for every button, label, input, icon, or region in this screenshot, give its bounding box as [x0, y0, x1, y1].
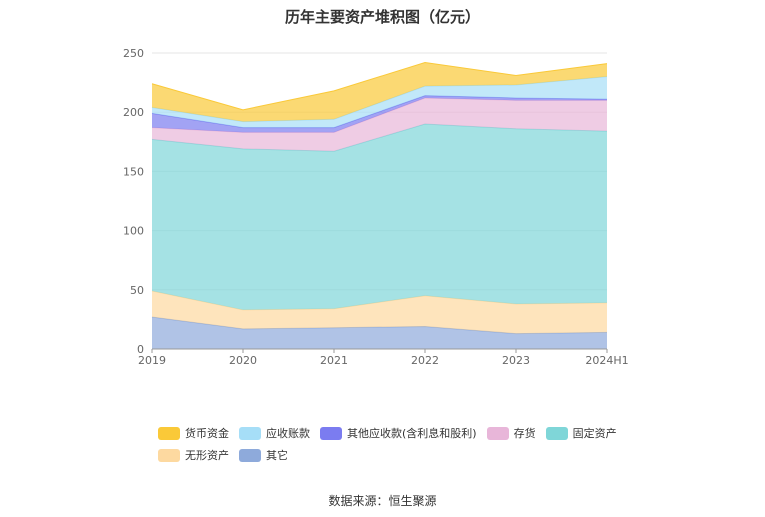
- y-tick-label: 50: [130, 284, 144, 297]
- legend-item[interactable]: 其它: [239, 447, 288, 463]
- x-tick-label: 2024H1: [585, 354, 628, 367]
- legend-swatch: [320, 426, 342, 440]
- area-series-1: [152, 290, 607, 334]
- legend-label: 固定资产: [572, 427, 617, 440]
- stacked-area-chart: 0 50 100 150 200 250 2019 2020 2021 2022 2023 2024…: [123, 47, 629, 367]
- area-series-3: [152, 97, 607, 152]
- y-tick-label: 150: [123, 165, 144, 178]
- legend-swatch: [545, 426, 568, 440]
- chart-title: 历年主要资产堆积图（亿元）: [284, 8, 480, 26]
- area-series-4: [152, 95, 607, 133]
- legend-swatch: [158, 426, 180, 440]
- area-series-2: [152, 124, 607, 310]
- legend-item[interactable]: 固定资产: [545, 425, 617, 441]
- legend-swatch: [239, 426, 261, 440]
- legend-label: 存货: [513, 427, 536, 440]
- legend-label: 其他应收款(含利息和股利): [347, 427, 477, 440]
- legend-item[interactable]: 应收账款: [239, 425, 310, 441]
- series-areas: [151, 61, 608, 349]
- legend-item[interactable]: 货币资金: [158, 425, 229, 441]
- y-tick-label: 200: [123, 106, 144, 119]
- area-series-5: [152, 76, 607, 128]
- x-tick-label: 2023: [502, 354, 530, 367]
- legend-swatch: [158, 448, 180, 462]
- x-tick-label: 2021: [320, 354, 348, 367]
- data-source: 数据来源：恒生聚源: [328, 494, 437, 508]
- legend-label: 货币资金: [185, 427, 229, 440]
- area-series-0: [152, 317, 607, 349]
- legend-label: 无形资产: [185, 449, 229, 462]
- legend: 货币资金 应收账款 其他应收款(含利息和股利) 存货 固定资产无形资产 其它: [158, 425, 658, 469]
- legend-swatch: [239, 448, 261, 462]
- y-axis-labels: 0 50 100 150 200 250: [123, 47, 144, 356]
- legend-item[interactable]: 无形资产: [158, 447, 229, 463]
- area-series-line-1: [151, 290, 608, 311]
- y-tick-label: 0: [137, 343, 144, 356]
- x-axis-labels: 2019 2020 2021 2022 2023 2024H1: [138, 354, 629, 367]
- legend-swatch: [486, 426, 509, 440]
- area-series-6: [152, 62, 607, 122]
- x-tick-label: 2019: [138, 354, 166, 367]
- y-tick-label: 100: [123, 225, 144, 238]
- legend-item[interactable]: 存货: [486, 425, 536, 441]
- x-tick-label: 2020: [229, 354, 257, 367]
- legend-label: 其它: [266, 449, 288, 462]
- legend-label: 应收账款: [266, 427, 310, 440]
- y-tick-label: 250: [123, 47, 144, 60]
- legend-item[interactable]: 其他应收款(含利息和股利): [320, 425, 477, 441]
- area-series-line-6: [151, 61, 608, 111]
- x-axis: [151, 348, 608, 353]
- x-tick-label: 2022: [411, 354, 439, 367]
